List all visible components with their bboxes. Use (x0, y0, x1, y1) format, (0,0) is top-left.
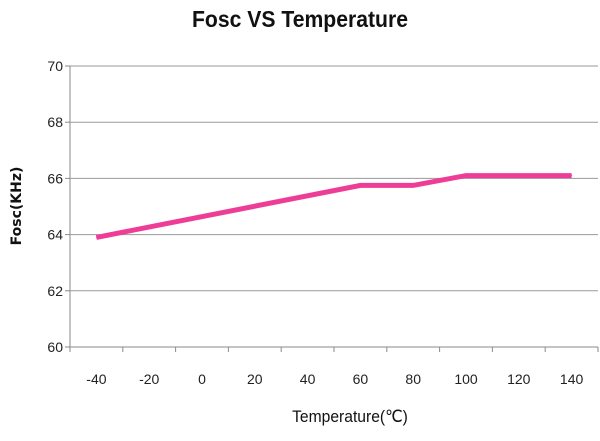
data-point (359, 184, 361, 186)
data-point (465, 175, 467, 177)
x-axis-label: Temperature(℃) (292, 407, 408, 426)
x-tick-label: 100 (454, 371, 478, 387)
y-tick-label: 68 (47, 114, 63, 130)
y-tick-label: 60 (47, 339, 63, 355)
x-tick-label: -20 (139, 371, 159, 387)
series-line (95, 173, 572, 240)
x-tick-label: 140 (560, 371, 584, 387)
data-point (571, 175, 573, 177)
x-tick-label: 60 (353, 371, 369, 387)
x-tick-label: -40 (86, 371, 106, 387)
data-point (412, 184, 414, 186)
x-tick-label: 0 (198, 371, 206, 387)
x-tick-label: 120 (507, 371, 531, 387)
y-tick-label: 62 (47, 283, 63, 299)
x-tick-label: 20 (247, 371, 263, 387)
data-point (95, 236, 97, 238)
chart-title: Fosc VS Temperature (192, 6, 408, 32)
x-tick-label: 40 (300, 371, 316, 387)
y-tick-label: 66 (47, 170, 63, 186)
x-tick-label: 80 (405, 371, 421, 387)
y-tick-label: 70 (47, 58, 63, 74)
y-tick-label: 64 (47, 227, 63, 243)
